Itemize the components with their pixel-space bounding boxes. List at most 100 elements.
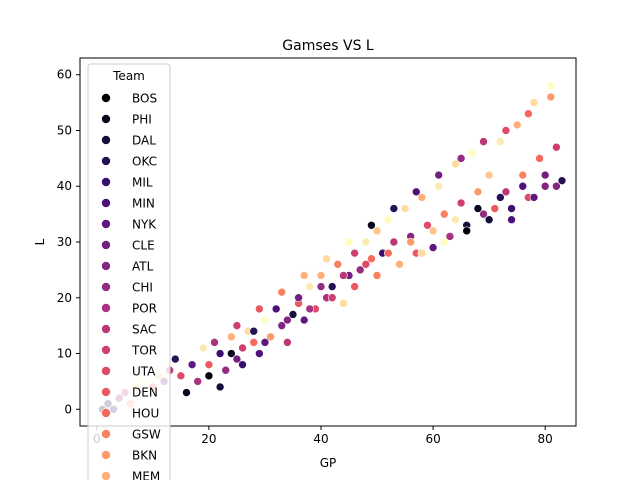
legend-label: ATL [132, 260, 154, 274]
legend-marker [101, 240, 111, 250]
data-point [266, 332, 275, 342]
data-point [406, 237, 415, 247]
data-point [411, 187, 421, 197]
data-point [529, 98, 539, 107]
data-point [210, 338, 219, 347]
x-tick-label: 80 [538, 432, 553, 446]
data-point [428, 243, 438, 252]
data-point [367, 254, 376, 264]
data-point [294, 293, 303, 303]
x-tick-label: 20 [201, 432, 216, 446]
legend-label: DEN [132, 386, 158, 400]
data-point [316, 271, 326, 280]
data-point [451, 159, 460, 169]
data-point [260, 338, 270, 347]
data-point [221, 365, 231, 375]
data-point [372, 271, 382, 280]
legend-label: NYK [132, 218, 157, 232]
data-point [423, 220, 432, 230]
legend-label: HOU [132, 407, 159, 421]
data-point [383, 215, 393, 224]
legend-marker [101, 408, 111, 418]
legend-label: BOS [132, 92, 157, 106]
data-point [372, 226, 382, 236]
legend-marker [101, 387, 111, 397]
data-point [339, 271, 348, 280]
legend-marker [101, 324, 111, 334]
data-point [389, 237, 399, 247]
y-tick-label: 30 [57, 235, 72, 249]
x-axis-label: GP [320, 456, 337, 470]
data-point [322, 254, 331, 264]
data-point [238, 343, 247, 353]
legend-marker [101, 345, 111, 355]
data-point [305, 282, 315, 291]
data-point [496, 137, 505, 146]
legend-label: UTA [132, 365, 156, 379]
data-point [473, 204, 483, 213]
y-tick-label: 60 [57, 68, 72, 82]
legend-label: OKC [132, 155, 157, 169]
y-tick-label: 50 [57, 123, 72, 137]
x-axis-ticks: 020406080 [93, 426, 553, 446]
legend-label: GSW [132, 428, 161, 442]
y-tick-label: 20 [57, 291, 72, 305]
legend-marker [101, 114, 111, 124]
data-point [524, 109, 533, 119]
legend-marker [101, 135, 111, 145]
legend-marker [101, 261, 111, 271]
data-point [283, 338, 292, 347]
data-point [182, 388, 191, 397]
data-point [473, 187, 483, 197]
data-point [445, 232, 455, 241]
data-point [204, 360, 214, 369]
data-point [227, 332, 236, 342]
data-point [546, 92, 556, 102]
data-point [518, 181, 528, 191]
data-point [400, 204, 410, 213]
data-point [535, 154, 544, 163]
data-point [361, 260, 371, 269]
data-point [277, 287, 287, 297]
legend-label: PHI [132, 113, 152, 127]
data-point [540, 181, 550, 191]
data-point [288, 310, 298, 319]
data-point [361, 237, 371, 247]
data-point [299, 315, 309, 325]
data-point [367, 220, 376, 230]
data-point [187, 360, 197, 369]
data-point [249, 326, 259, 336]
legend-label: MIN [132, 197, 155, 211]
data-point [479, 137, 488, 146]
data-point [204, 371, 214, 381]
legend-marker [101, 177, 111, 187]
data-point [389, 204, 399, 213]
data-point [327, 293, 337, 303]
data-point [546, 81, 556, 91]
data-point [305, 304, 315, 314]
data-point [316, 282, 326, 291]
legend: Team BOS PHI DAL OKC MIL MIN NYK CLE ATL CHI POR SAC… [87, 63, 171, 480]
y-tick-label: 10 [57, 347, 72, 361]
data-point [238, 360, 247, 369]
legend-label: CHI [132, 281, 153, 295]
data-point [490, 204, 500, 213]
legend-marker [101, 303, 111, 313]
data-point [417, 248, 427, 258]
data-point [350, 248, 359, 258]
legend-label: TOR [131, 344, 157, 358]
data-point [350, 282, 359, 291]
data-point [227, 349, 236, 358]
legend-marker [101, 471, 111, 480]
data-point [277, 321, 287, 330]
y-axis-label: L [33, 238, 47, 245]
x-tick-label: 60 [425, 432, 440, 446]
legend-marker [101, 429, 111, 439]
y-axis-ticks: 0 10 20 30 40 50 60 [57, 68, 80, 416]
x-tick-label: 40 [313, 432, 328, 446]
data-point [255, 349, 264, 358]
legend-label: POR [132, 302, 157, 316]
legend-marker [101, 450, 111, 460]
legend-label: MIL [132, 176, 153, 190]
